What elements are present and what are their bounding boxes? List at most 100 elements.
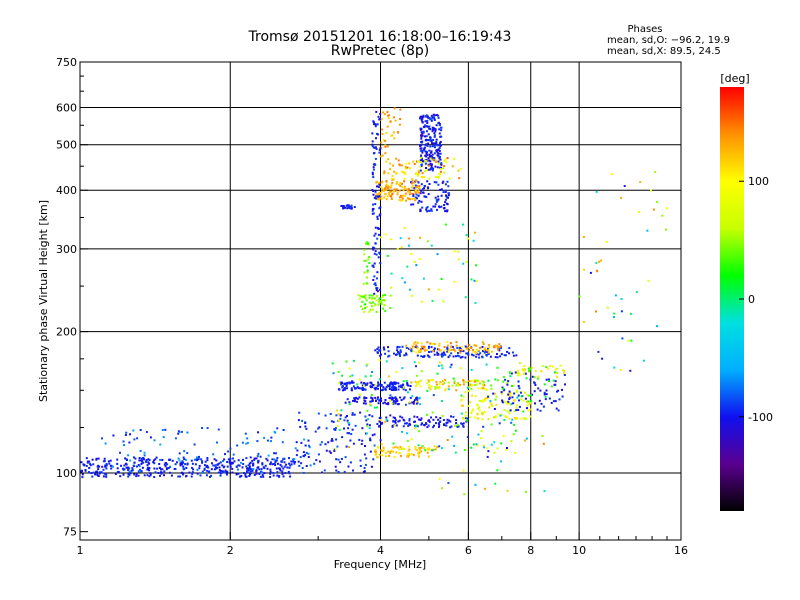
data-point: [439, 417, 442, 419]
data-point: [235, 473, 238, 476]
data-point: [334, 465, 337, 468]
data-point: [388, 190, 391, 193]
data-point: [503, 389, 505, 392]
data-point: [420, 348, 422, 351]
data-point: [519, 398, 522, 401]
data-point: [249, 468, 252, 471]
data-point: [206, 459, 209, 462]
data-point: [244, 473, 247, 476]
data-point: [213, 468, 216, 471]
data-point: [420, 134, 422, 137]
data-point: [389, 168, 392, 171]
data-point: [475, 383, 478, 386]
data-point: [420, 417, 423, 420]
point-cluster: [419, 113, 443, 172]
data-point: [366, 432, 369, 435]
data-point: [514, 371, 517, 374]
data-point: [371, 304, 374, 307]
data-point: [383, 401, 386, 404]
data-point: [467, 352, 470, 355]
data-point: [412, 343, 415, 345]
data-point: [543, 393, 546, 396]
data-point: [479, 346, 482, 349]
data-point: [423, 149, 425, 152]
data-point: [392, 446, 395, 449]
data-point: [304, 454, 307, 457]
data-point: [431, 130, 434, 133]
data-point: [177, 430, 180, 433]
y-tick-label: 500: [56, 139, 77, 152]
data-point: [429, 128, 432, 131]
data-point: [431, 379, 434, 381]
data-point: [519, 417, 522, 420]
data-point: [383, 187, 386, 190]
data-point: [356, 400, 359, 403]
data-point: [402, 189, 405, 192]
data-point: [377, 396, 379, 399]
data-point: [386, 195, 389, 198]
data-point: [435, 200, 438, 203]
data-point: [521, 368, 524, 371]
data-point: [481, 346, 484, 348]
data-point: [398, 353, 401, 356]
data-point: [377, 383, 380, 386]
data-point: [420, 119, 423, 122]
data-point: [518, 405, 521, 408]
data-point: [372, 266, 375, 268]
data-point: [349, 439, 352, 442]
data-point: [554, 380, 557, 383]
data-point: [211, 462, 213, 465]
data-point: [500, 391, 503, 394]
data-point: [425, 167, 427, 169]
data-point: [455, 344, 458, 347]
data-point: [201, 471, 204, 474]
data-point: [548, 380, 550, 383]
data-point: [281, 473, 284, 475]
data-point: [361, 295, 364, 298]
data-point: [502, 380, 505, 383]
data-point: [381, 296, 384, 299]
data-point: [185, 475, 187, 478]
data-point: [582, 236, 585, 238]
data-point: [450, 415, 452, 418]
point-cluster: [340, 204, 356, 210]
data-point: [182, 467, 185, 470]
data-point: [162, 436, 165, 439]
data-point: [361, 387, 364, 390]
data-point: [387, 346, 389, 349]
data-point: [378, 183, 381, 186]
data-point: [375, 289, 378, 291]
data-point: [371, 294, 374, 297]
data-point: [412, 160, 415, 163]
data-point: [385, 386, 388, 389]
data-point: [160, 468, 163, 471]
data-point: [423, 147, 426, 150]
data-point: [385, 188, 388, 191]
colorbar-tick-label: -100: [748, 411, 773, 424]
data-point: [501, 387, 504, 390]
data-point: [434, 130, 437, 133]
data-point: [376, 237, 379, 240]
data-point: [411, 192, 414, 195]
data-point: [210, 468, 213, 471]
data-point: [393, 137, 396, 140]
data-point: [166, 463, 169, 466]
data-point: [347, 204, 350, 207]
data-point: [543, 490, 546, 493]
data-point: [346, 387, 348, 390]
data-point: [206, 427, 209, 430]
data-point: [517, 394, 520, 397]
data-point: [436, 176, 439, 179]
data-point: [389, 399, 392, 402]
data-point: [349, 205, 352, 208]
data-point: [376, 423, 379, 425]
data-point: [366, 363, 369, 366]
data-point: [377, 387, 379, 390]
data-point: [341, 436, 344, 439]
data-point: [123, 464, 126, 467]
data-point: [485, 354, 488, 357]
data-point: [273, 462, 276, 465]
data-point: [368, 427, 371, 430]
data-point: [446, 347, 449, 350]
data-point: [508, 390, 511, 393]
